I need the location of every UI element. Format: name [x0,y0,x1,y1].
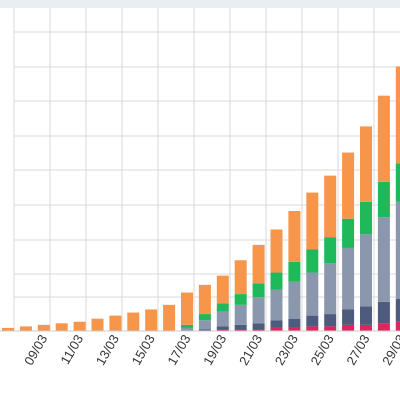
bar-segment [324,326,337,331]
bar-segment [360,126,372,202]
x-tick-label: 29/03 [379,332,400,368]
bar-segment [306,192,319,250]
bar-segment [306,249,319,273]
bar-segment [91,318,104,331]
bar-segment [377,323,390,331]
bar-segment [360,306,372,325]
top-bar [0,0,400,8]
bar-segment [234,324,247,330]
bar-segment [234,260,247,295]
bar-segment [324,314,337,327]
x-tick-label: 23/03 [272,332,301,368]
bar-segment [360,234,372,307]
x-tick-label: 27/03 [343,332,372,368]
bar-segment [198,284,211,315]
x-tick-label: 13/03 [93,332,122,368]
bar-segment [73,321,86,331]
bar-segment [163,304,176,331]
bar-segment [252,297,265,324]
bar-segment [234,304,247,325]
x-tick-label: 21/03 [236,332,265,368]
bar-segment [324,237,337,264]
x-tick-label: 11/03 [57,332,86,367]
bar-segment [181,292,193,325]
bar-segment [342,324,355,331]
bar-segment [324,263,337,315]
bar-segment [216,303,229,312]
bar-segment [216,326,229,330]
bar-segment [395,298,400,322]
x-tick-label: 17/03 [164,332,193,368]
bar-segment [324,175,337,238]
bar-segment [216,311,229,327]
bar-segment [306,272,319,316]
bar-segment [395,66,400,164]
bar-segment [252,283,265,298]
bar-segment [252,323,265,330]
bar-segment [109,315,122,331]
bar-segment [37,324,50,331]
x-tick-label: 25/03 [308,332,337,368]
bar-segment [360,201,372,235]
bar-segment [306,315,319,327]
bar-segment [377,181,390,218]
bar-segment [270,272,283,290]
bar-segment [198,329,211,331]
bar-segment [216,275,229,304]
bar-segment [216,329,229,331]
bar-segment [288,318,301,328]
bar-segment [342,309,355,325]
x-tick-label: 09/03 [21,332,50,368]
bar-segment [145,309,158,331]
bar-segment [55,323,68,331]
bar-segment [181,324,193,328]
bar-segment [395,163,400,202]
bar-segment [342,247,355,310]
bar-segment [198,314,211,321]
bar-segment [288,261,301,282]
bar-segment [19,326,32,331]
bar-segment [288,211,301,262]
bar-segment [288,327,301,331]
bar-segment [270,320,283,328]
x-tick-label: 19/03 [200,332,229,368]
bar-segment [252,329,265,331]
bar-segment [270,289,283,321]
bar-segment [395,201,400,299]
bar-segment [342,218,355,248]
bar-segment [395,321,400,331]
bar-segment [234,294,247,305]
bar-segment [377,301,390,324]
bar-segment [288,281,301,319]
bar-segment [360,324,372,331]
bar-segment [252,244,265,284]
bar-segment [342,152,355,219]
x-tick-label: 15/03 [129,332,158,368]
bar-segment [127,312,140,331]
bar-segment [377,217,390,302]
bar-segment [377,95,390,182]
bar-segment [270,327,283,331]
bar-segment [270,229,283,273]
bar-segment [181,327,193,331]
bar-segment [2,327,14,331]
bar-segment [234,329,247,331]
bar-segment [306,326,319,331]
bar-segment [198,320,211,330]
